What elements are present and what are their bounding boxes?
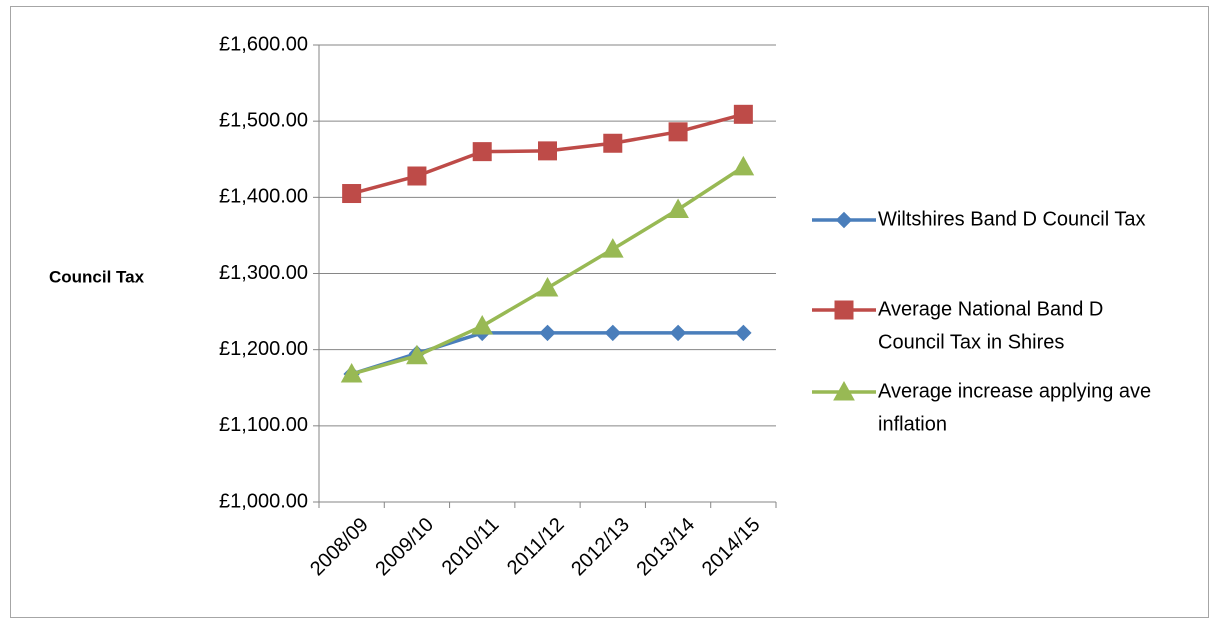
legend-item: Average National Band D Council Tax in Sh… [812, 298, 1103, 353]
y-tick-label: £1,600.00 [219, 33, 308, 55]
data-point-square [668, 122, 688, 142]
y-axis-label: Council Tax [49, 267, 145, 286]
data-point-square [538, 141, 557, 161]
x-tick-label: 2012/13 [567, 514, 634, 581]
axes [313, 44, 777, 508]
data-point-diamond [604, 324, 621, 342]
legend-item: Average increase applying ave inflation [812, 380, 1151, 435]
y-tick-label: £1,200.00 [219, 338, 308, 360]
y-tick-label: £1,500.00 [219, 109, 308, 131]
legend-item: Wiltshires Band D Council Tax [812, 208, 1146, 230]
y-tick-label: £1,400.00 [219, 186, 308, 208]
y-tick-label: £1,300.00 [219, 262, 308, 284]
data-point-square [603, 133, 623, 153]
data-point-triangle [601, 238, 624, 258]
gridlines [319, 44, 776, 503]
data-point-square [407, 166, 427, 186]
x-tick-label: 2010/11 [438, 514, 504, 580]
series-line [351, 165, 745, 376]
data-point-diamond [735, 324, 752, 342]
legend-swatch-marker [834, 300, 854, 320]
data-point-square [472, 142, 492, 162]
legend-label: Wiltshires Band D Council Tax [878, 208, 1146, 230]
legend-label: Average increase applying ave [878, 380, 1151, 402]
y-axis-tick-labels: £1,000.00 £1,100.00 £1,200.00 £1,300.00 £1,4… [219, 33, 308, 512]
data-point-triangle [536, 276, 559, 297]
x-tick-label: 2014/15 [698, 514, 765, 581]
data-point-triangle [667, 198, 689, 219]
data-point-square [733, 104, 753, 124]
x-tick-label: 2009/10 [371, 514, 438, 581]
data-point-diamond [539, 324, 556, 342]
data-point-diamond [669, 324, 687, 342]
series [340, 104, 755, 383]
legend-swatch-marker [833, 380, 855, 401]
data-point-triangle [732, 155, 755, 176]
y-tick-label: £1,100.00 [219, 414, 308, 436]
data-point-triangle [471, 315, 494, 335]
chart-frame [10, 6, 1209, 618]
legend-swatch-marker [835, 211, 853, 229]
legend: Wiltshires Band D Council Tax Average Nat… [812, 208, 1151, 435]
series-1 [343, 324, 752, 383]
x-tick-label: 2008/09 [306, 514, 373, 581]
series-2 [342, 104, 753, 204]
series-3 [340, 155, 755, 383]
data-point-triangle [340, 363, 363, 383]
legend-label: Average National Band D [878, 298, 1103, 320]
data-point-square [342, 184, 362, 204]
legend-label: inflation [878, 413, 947, 435]
x-tick-label: 2011/12 [503, 514, 569, 580]
legend-label: Council Tax in Shires [878, 331, 1064, 353]
x-tick-label: 2013/14 [633, 514, 700, 581]
y-tick-label: £1,000.00 [219, 490, 308, 512]
data-point-triangle [406, 344, 428, 365]
